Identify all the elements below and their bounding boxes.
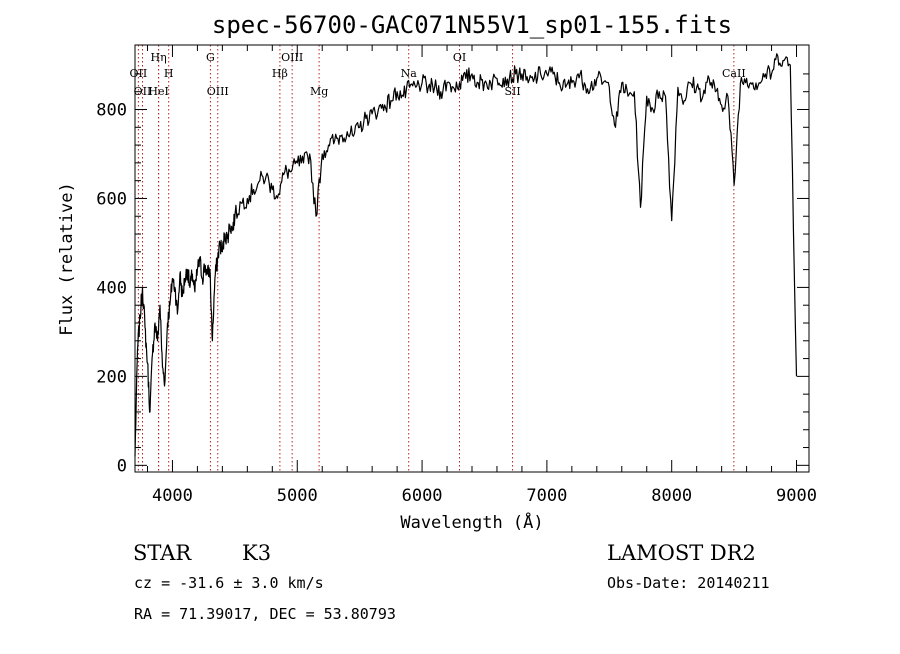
spectral-line-markers xyxy=(137,45,735,472)
spectral-line-label: OIII xyxy=(207,85,229,98)
object-class: STAR xyxy=(133,541,192,565)
spectrum-line xyxy=(134,53,798,457)
spectral-line-label: SII xyxy=(504,85,520,98)
axis-tick-labels: 4000 5000 6000 7000 8000 9000 0 200 400 600 800 xyxy=(96,100,817,506)
spectral-line-label: OI xyxy=(453,51,466,64)
x-tick-label: 8000 xyxy=(651,486,692,506)
spectral-line-label: Na xyxy=(401,67,418,80)
x-tick-label: 4000 xyxy=(152,486,193,506)
survey-name: LAMOST DR2 xyxy=(607,541,756,565)
chart-title: spec-56700-GAC071N55V1_sp01-155.fits xyxy=(212,11,732,39)
spectral-line-label: Hβ xyxy=(272,67,288,80)
x-tick-label: 7000 xyxy=(526,486,567,506)
y-tick-label: 400 xyxy=(96,278,127,298)
redshift-velocity: cz = -31.6 ± 3.0 km/s xyxy=(134,574,324,592)
spectral-line-label: CaII xyxy=(722,67,746,80)
y-axis-title: Flux (relative) xyxy=(57,182,77,336)
y-tick-label: 600 xyxy=(96,189,127,209)
spectral-line-label: G xyxy=(206,51,215,64)
x-tick-label: 9000 xyxy=(776,486,817,506)
spectrum-series xyxy=(134,53,798,457)
observation-date: Obs-Date: 20140211 xyxy=(607,574,770,592)
x-axis-title: Wavelength (Å) xyxy=(400,511,543,533)
spectral-line-label: H xyxy=(164,67,174,80)
y-tick-label: 800 xyxy=(96,100,127,120)
spectral-line-label: Mg xyxy=(310,85,328,98)
spectral-line-label: Hη xyxy=(150,51,166,64)
spectral-line-label: HeI xyxy=(148,85,168,98)
spectral-line-label: OII xyxy=(134,85,152,98)
spectral-line-label: OIII xyxy=(281,51,303,64)
x-tick-label: 5000 xyxy=(277,486,318,506)
y-tick-label: 0 xyxy=(117,456,127,476)
axis-ticks xyxy=(135,45,809,472)
plot-frame xyxy=(134,44,810,473)
x-tick-label: 6000 xyxy=(402,486,443,506)
sky-coordinates: RA = 71.39017, DEC = 53.80793 xyxy=(134,605,396,623)
y-tick-label: 200 xyxy=(96,367,127,387)
object-subclass: K3 xyxy=(242,541,271,565)
